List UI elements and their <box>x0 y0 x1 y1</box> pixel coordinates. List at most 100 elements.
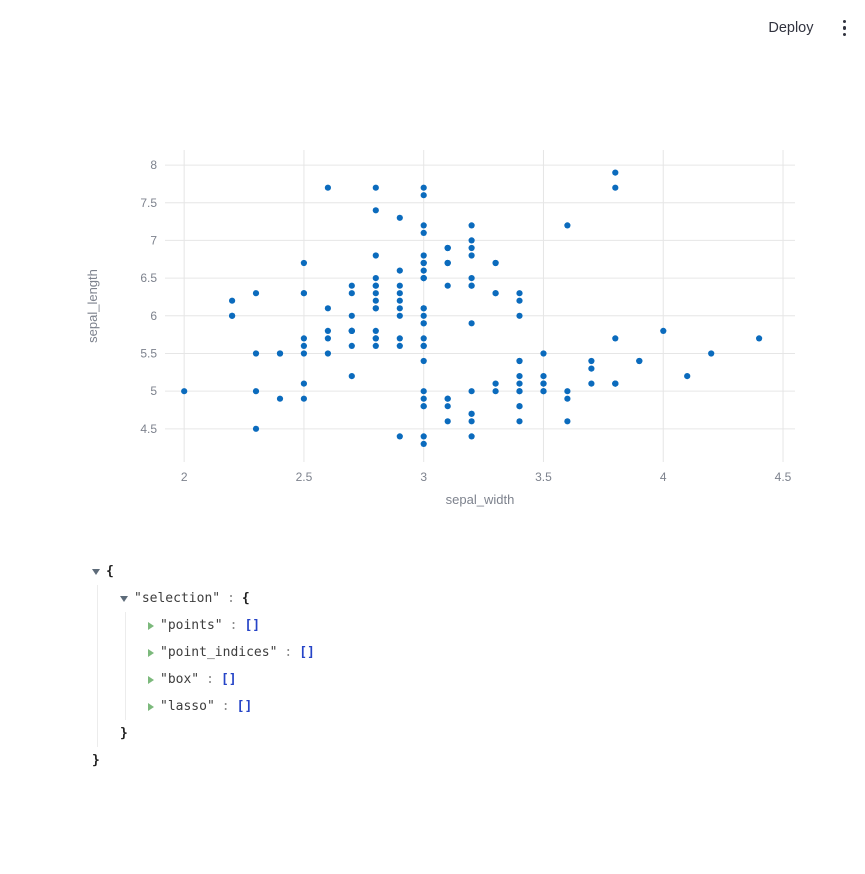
scatter-point[interactable] <box>612 335 619 342</box>
scatter-point[interactable] <box>420 440 427 447</box>
scatter-point[interactable] <box>372 297 379 304</box>
scatter-point[interactable] <box>252 350 260 357</box>
scatter-point[interactable] <box>468 275 475 282</box>
scatter-point[interactable] <box>252 388 260 395</box>
scatter-point[interactable] <box>444 282 451 289</box>
scatter-point[interactable] <box>444 259 451 267</box>
scatter-point[interactable] <box>396 305 403 312</box>
scatter-point[interactable] <box>348 373 355 380</box>
scatter-point[interactable] <box>516 403 523 410</box>
scatter-point[interactable] <box>396 267 403 274</box>
scatter-point[interactable] <box>420 275 427 282</box>
scatter-point[interactable] <box>468 388 475 395</box>
scatter-point[interactable] <box>229 312 236 319</box>
scatter-point[interactable] <box>372 207 379 214</box>
scatter-point[interactable] <box>588 365 595 372</box>
scatter-point[interactable] <box>612 380 619 387</box>
scatter-point[interactable] <box>756 335 763 342</box>
scatter-point[interactable] <box>372 184 379 191</box>
scatter-point[interactable] <box>300 350 307 357</box>
scatter-point[interactable] <box>348 282 355 289</box>
scatter-point[interactable] <box>324 335 331 342</box>
scatter-point[interactable] <box>468 433 475 440</box>
scatter-point[interactable] <box>324 350 331 357</box>
scatter-chart-canvas[interactable]: 2 2.5 3 3.5 4 4.5 4.5 5 5.5 6 6.5 7 7.5 8 sepal_width s… <box>85 140 800 520</box>
scatter-point[interactable] <box>492 380 499 387</box>
scatter-point[interactable] <box>588 380 595 387</box>
overflow-menu-button[interactable] <box>834 12 856 45</box>
scatter-point[interactable] <box>612 169 619 176</box>
scatter-point[interactable] <box>372 327 379 334</box>
expand-triangle-icon[interactable] <box>148 702 154 711</box>
scatter-point[interactable] <box>181 388 188 395</box>
scatter-point[interactable] <box>324 184 331 191</box>
scatter-point[interactable] <box>300 342 307 349</box>
scatter-point[interactable] <box>516 388 523 395</box>
scatter-point[interactable] <box>468 222 475 229</box>
scatter-point[interactable] <box>300 259 307 267</box>
scatter-point[interactable] <box>252 290 260 297</box>
scatter-point[interactable] <box>300 395 307 402</box>
scatter-point[interactable] <box>540 388 547 395</box>
scatter-point[interactable] <box>564 395 571 402</box>
scatter-point[interactable] <box>348 342 355 349</box>
scatter-point[interactable] <box>372 290 379 297</box>
scatter-point[interactable] <box>300 335 307 342</box>
scatter-point[interactable] <box>468 320 475 327</box>
scatter-point[interactable] <box>564 222 571 229</box>
scatter-point[interactable] <box>348 327 355 334</box>
scatter-point[interactable] <box>324 327 331 334</box>
scatter-point[interactable] <box>396 297 403 304</box>
scatter-point[interactable] <box>420 229 427 236</box>
scatter-point[interactable] <box>396 214 403 221</box>
scatter-point[interactable] <box>516 418 523 425</box>
scatter-point[interactable] <box>420 403 427 410</box>
scatter-point[interactable] <box>588 357 595 365</box>
scatter-point[interactable] <box>540 380 547 387</box>
scatter-point[interactable] <box>420 388 427 395</box>
expand-triangle-icon[interactable] <box>148 621 154 630</box>
scatter-point[interactable] <box>636 357 643 365</box>
scatter-point[interactable] <box>396 312 403 319</box>
scatter-point[interactable] <box>420 259 427 267</box>
scatter-point[interactable] <box>516 312 523 319</box>
scatter-point[interactable] <box>300 380 307 387</box>
scatter-point[interactable] <box>444 395 451 402</box>
scatter-point[interactable] <box>324 305 331 312</box>
scatter-point[interactable] <box>468 418 475 425</box>
scatter-point[interactable] <box>468 237 475 244</box>
scatter-point[interactable] <box>420 320 427 327</box>
scatter-point[interactable] <box>396 290 403 297</box>
scatter-point[interactable] <box>564 388 571 395</box>
scatter-point[interactable] <box>420 357 427 365</box>
scatter-point[interactable] <box>444 244 451 252</box>
scatter-point[interactable] <box>420 342 427 349</box>
scatter-point[interactable] <box>516 380 523 387</box>
scatter-point[interactable] <box>444 418 451 425</box>
scatter-point[interactable] <box>420 252 427 259</box>
scatter-point[interactable] <box>708 350 715 357</box>
scatter-point[interactable] <box>372 282 379 289</box>
scatter-point[interactable] <box>468 252 475 259</box>
scatter-point[interactable] <box>564 418 571 425</box>
scatter-point[interactable] <box>372 252 379 259</box>
deploy-button[interactable]: Deploy <box>758 12 823 44</box>
scatter-point[interactable] <box>372 275 379 282</box>
scatter-point[interactable] <box>420 433 427 440</box>
scatter-point[interactable] <box>516 290 523 297</box>
scatter-point[interactable] <box>612 184 619 191</box>
scatter-point[interactable] <box>420 192 427 199</box>
collapse-triangle-icon[interactable] <box>120 595 128 602</box>
expand-triangle-icon[interactable] <box>148 675 154 684</box>
scatter-point[interactable] <box>540 373 547 380</box>
scatter-point[interactable] <box>492 259 499 267</box>
scatter-point[interactable] <box>372 335 379 342</box>
scatter-point[interactable] <box>660 327 667 334</box>
scatter-point[interactable] <box>516 357 523 365</box>
scatter-point[interactable] <box>372 342 379 349</box>
scatter-point[interactable] <box>420 395 427 402</box>
scatter-point[interactable] <box>420 312 427 319</box>
scatter-point[interactable] <box>420 267 427 274</box>
scatter-point[interactable] <box>468 244 475 252</box>
scatter-point[interactable] <box>540 350 547 357</box>
